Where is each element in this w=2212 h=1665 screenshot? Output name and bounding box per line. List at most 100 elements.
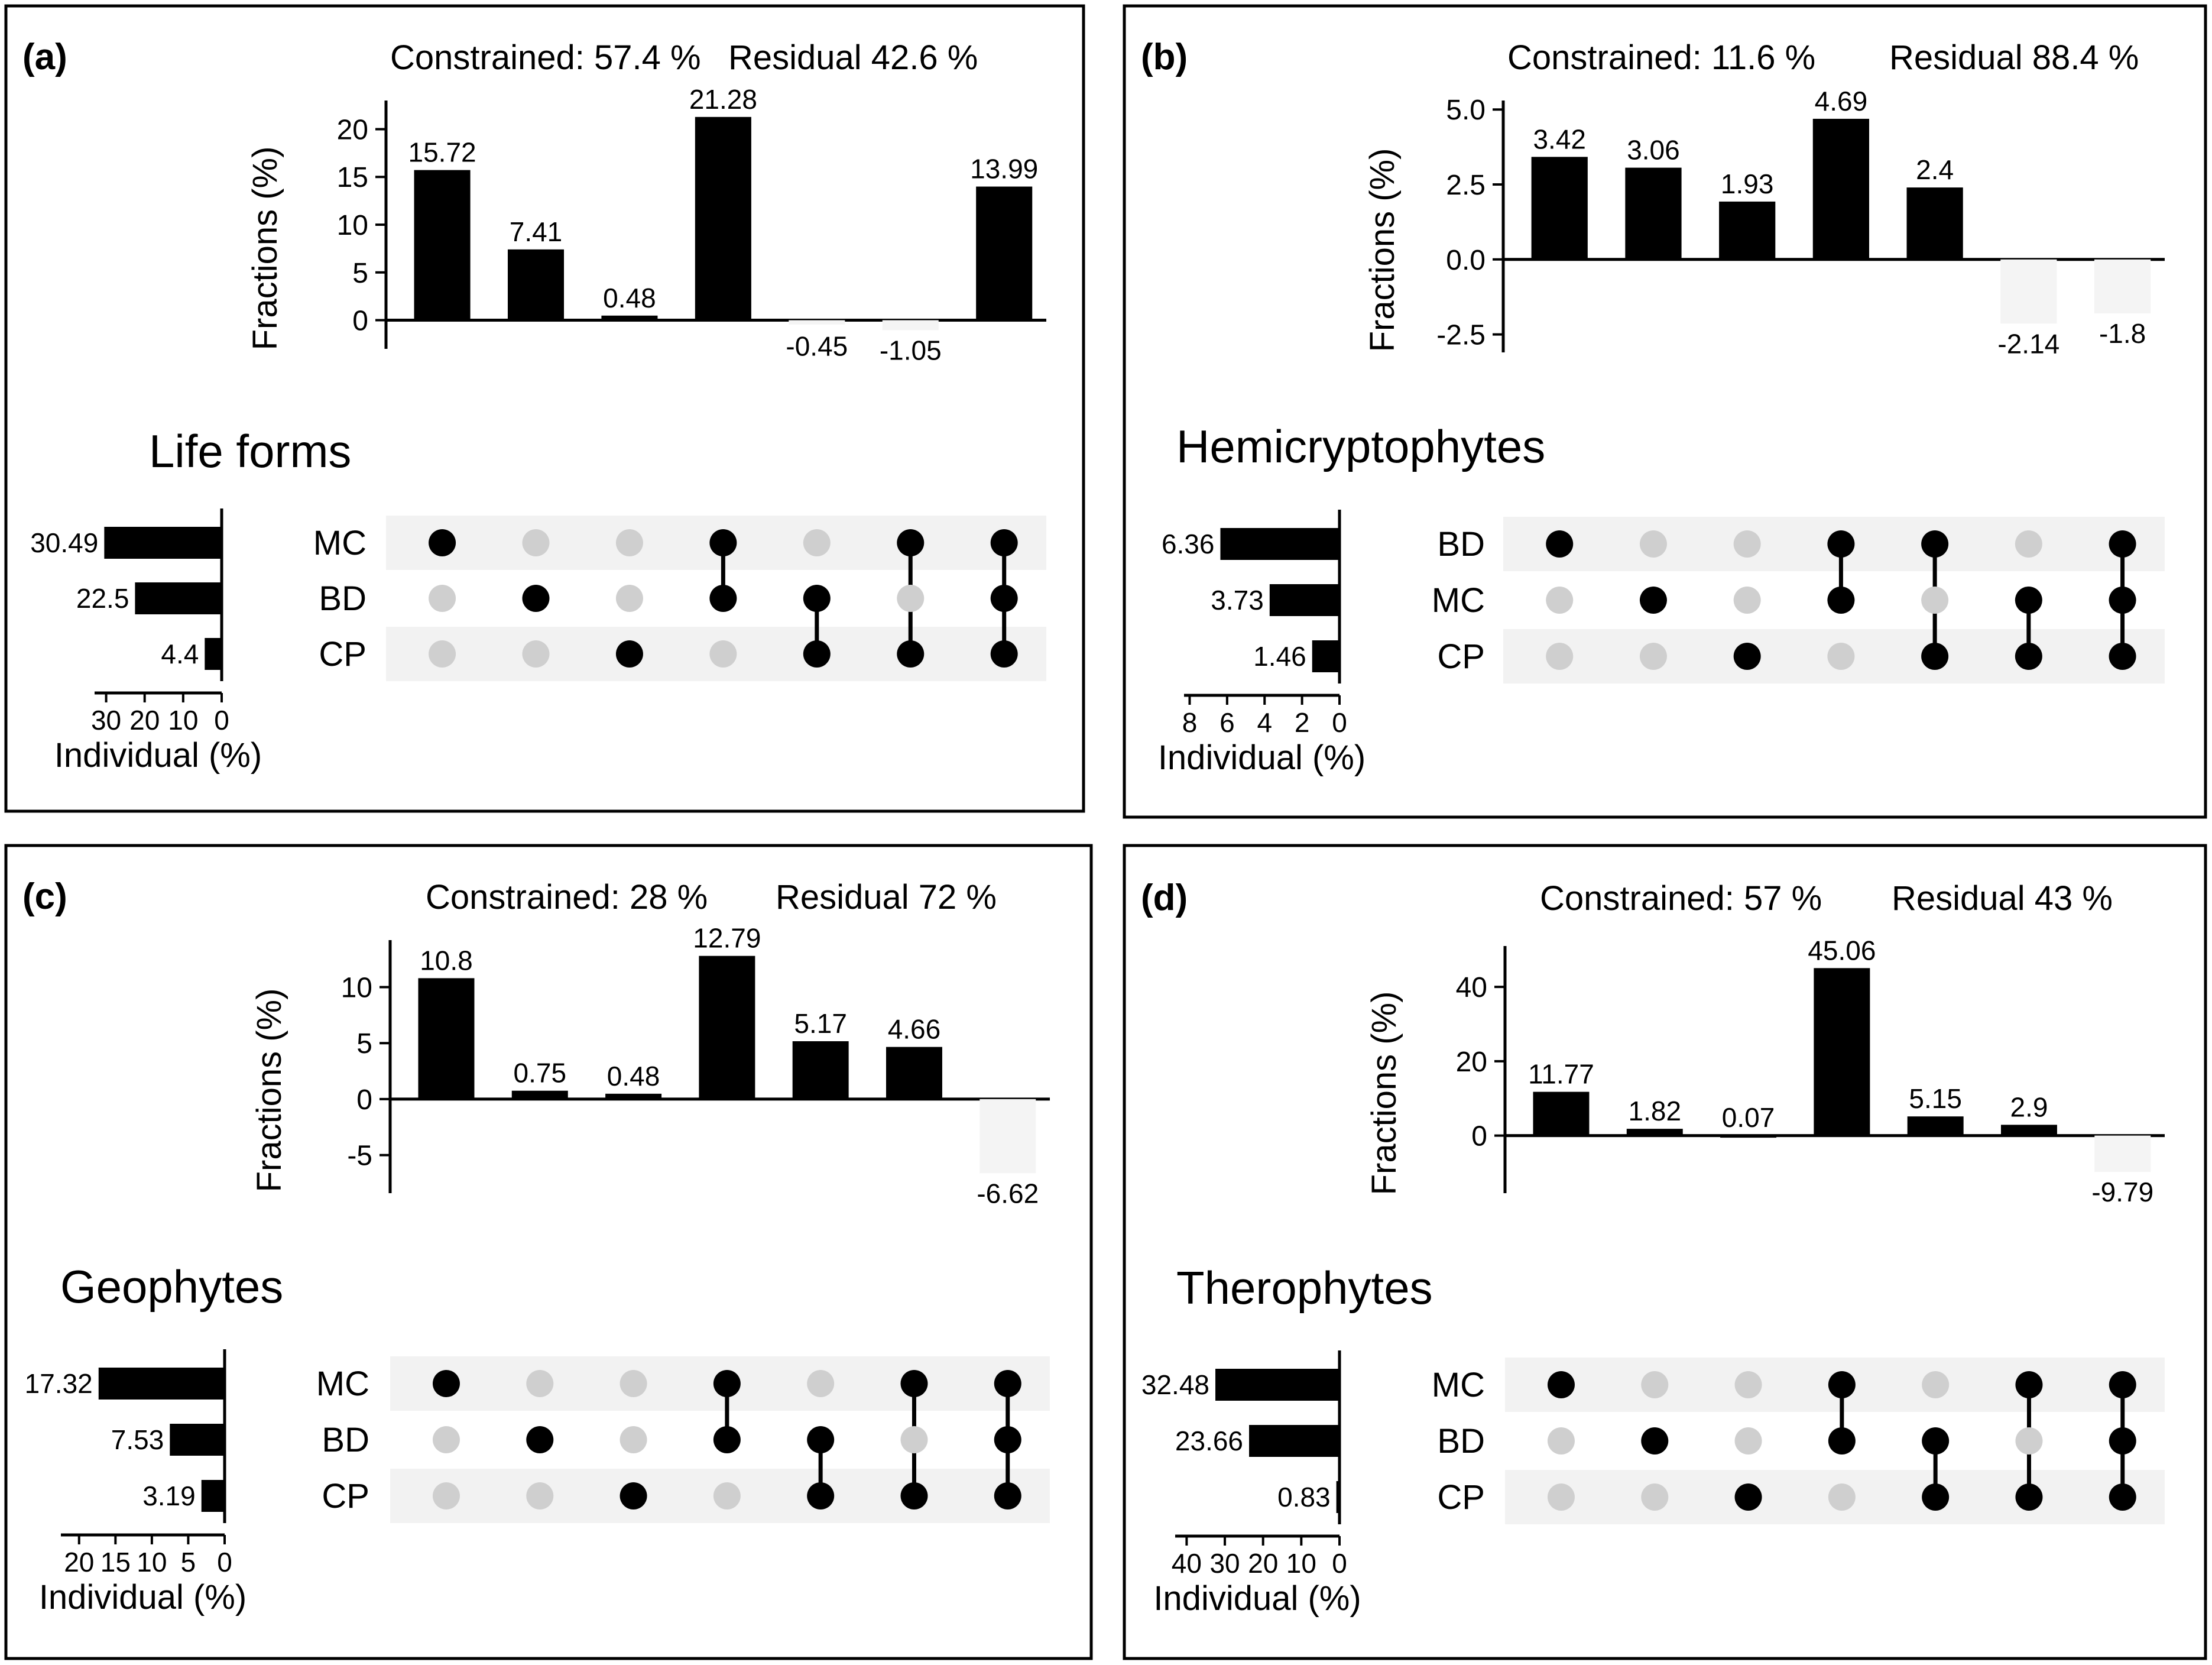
x-tick-label: 30 <box>1209 1548 1240 1579</box>
y-tick-label: 0 <box>356 1084 372 1116</box>
x-tick-label: 0 <box>1332 707 1347 738</box>
set-label: CP <box>1437 637 1485 676</box>
set-size-label: 1.46 <box>1253 641 1306 672</box>
bar-value-label: -9.79 <box>2091 1177 2153 1207</box>
set-size-label: 7.53 <box>111 1424 164 1455</box>
x-tick-label: 0 <box>1332 1548 1347 1579</box>
fractions-plot: -5 0 5 10 Fractions (%) 10.8 0.75 0.48 12.79 5.17… <box>250 923 1050 1209</box>
negative-bar <box>2094 1135 2151 1172</box>
nonmember-dot <box>1922 1371 1950 1398</box>
set-label: BD <box>1437 1422 1485 1460</box>
set-size-bar <box>205 638 222 670</box>
fractions-plot: -2.5 0.0 2.5 5.0 Fractions (%) 3.42 3.06 1.93 4.… <box>1363 86 2165 359</box>
y-tick-label: 0 <box>352 306 368 337</box>
nonmember-dot <box>526 1370 554 1397</box>
panel-title: Geophytes <box>60 1261 283 1313</box>
nonmember-dot <box>1546 643 1574 670</box>
nonmember-dot <box>1733 530 1761 558</box>
nonmember-dot <box>1734 1427 1762 1455</box>
bar <box>1626 1129 1683 1136</box>
set-label: MC <box>1432 581 1485 620</box>
panel-label: (a) <box>22 37 67 77</box>
bar <box>418 978 475 1099</box>
member-dot <box>1921 643 1949 670</box>
y-tick-label: 40 <box>1456 972 1487 1003</box>
member-dot <box>2015 587 2042 614</box>
panel-frame <box>1123 844 2207 1660</box>
panel-frame <box>4 844 1093 1660</box>
negative-bar <box>2094 259 2151 314</box>
member-dot <box>2109 1483 2136 1511</box>
set-size-bar <box>1336 1481 1339 1513</box>
x-tick-label: 30 <box>91 705 121 736</box>
y-axis-label: Fractions (%) <box>250 989 288 1193</box>
nonmember-dot <box>620 1370 647 1397</box>
member-dot <box>432 1370 460 1397</box>
bar <box>1907 1116 1964 1136</box>
member-dot <box>1921 530 1949 558</box>
y-tick-label: 15 <box>337 162 368 193</box>
bar-value-label: 13.99 <box>970 154 1038 184</box>
panel-title: Therophytes <box>1176 1262 1433 1314</box>
member-dot <box>1922 1427 1950 1455</box>
bar-value-label: 5.17 <box>794 1008 847 1039</box>
member-dot <box>900 1370 928 1397</box>
set-size-label: 23.66 <box>1175 1426 1243 1456</box>
x-tick-label: 40 <box>1172 1548 1202 1579</box>
member-dot <box>1827 587 1855 614</box>
set-label: CP <box>322 1477 369 1515</box>
nonmember-dot <box>1641 1371 1669 1398</box>
bar-value-label: 45.06 <box>1808 935 1876 966</box>
nonmember-dot <box>1547 1483 1575 1511</box>
bar-value-label: 1.82 <box>1629 1096 1682 1126</box>
member-dot <box>994 1482 1021 1509</box>
nonmember-dot <box>709 640 737 668</box>
nonmember-dot <box>429 585 456 612</box>
member-dot <box>803 585 831 612</box>
y-tick-label: 20 <box>1456 1047 1487 1078</box>
bar-value-label: 2.4 <box>1916 154 1954 185</box>
bar <box>1531 157 1588 260</box>
panel-d: (d) Therophytes Constrained: 57 % Residual … <box>1123 844 2207 1660</box>
bar-value-label: 0.48 <box>603 283 656 313</box>
set-size-label: 30.49 <box>30 527 98 558</box>
bar-value-label: 7.41 <box>510 216 563 247</box>
y-axis-label: Fractions (%) <box>246 147 284 351</box>
x-tick-label: 5 <box>181 1547 196 1577</box>
bar <box>886 1047 942 1099</box>
x-tick-label: 20 <box>1248 1548 1278 1579</box>
bar-value-label: -1.05 <box>880 335 942 366</box>
bar <box>414 170 471 320</box>
nonmember-dot <box>1733 587 1761 614</box>
member-dot <box>2015 1483 2043 1511</box>
panel-title: Hemicryptophytes <box>1176 420 1545 472</box>
bar <box>1814 968 1870 1136</box>
nonmember-dot <box>522 640 550 668</box>
set-label: BD <box>1437 525 1485 563</box>
bar-value-label: 11.77 <box>1528 1059 1594 1090</box>
panel-c: (c) Geophytes Constrained: 28 % Residual 72… <box>4 844 1093 1660</box>
residual-label: Residual 43 % <box>1892 879 2113 918</box>
member-dot <box>522 585 550 612</box>
member-dot <box>990 640 1018 668</box>
bar-value-label: 0.07 <box>1722 1102 1775 1133</box>
constrained-label: Constrained: 57 % <box>1540 879 1822 918</box>
y-tick-label: -2.5 <box>1436 320 1486 351</box>
set-size-bar <box>98 1368 225 1400</box>
set-size-label: 22.5 <box>76 583 129 614</box>
nonmember-dot <box>432 1426 460 1453</box>
y-axis-label: Fractions (%) <box>1363 148 1402 352</box>
member-dot <box>2015 1371 2043 1398</box>
x-tick-label: 15 <box>100 1547 131 1577</box>
set-label: CP <box>1437 1478 1485 1517</box>
bar-value-label: 4.66 <box>888 1014 941 1045</box>
bar-value-label: 1.93 <box>1721 169 1774 199</box>
set-size-bar <box>201 1480 225 1512</box>
panel-frame <box>1123 4 2207 819</box>
set-size-bar <box>170 1424 225 1456</box>
bar-value-label: 3.42 <box>1533 124 1586 154</box>
y-tick-label: 20 <box>337 114 368 145</box>
bar-value-label: 5.15 <box>1909 1083 1962 1114</box>
